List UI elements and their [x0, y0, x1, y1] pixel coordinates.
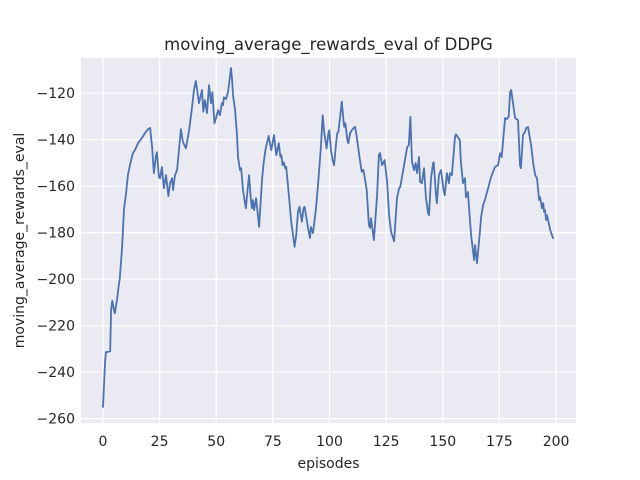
- data-series: [102, 67, 554, 408]
- x-tick-label: 100: [316, 434, 343, 450]
- y-tick-label: −180: [37, 226, 75, 242]
- x-tick-label: 175: [486, 434, 513, 450]
- x-tick-label: 125: [373, 434, 400, 450]
- x-tick-label: 150: [429, 434, 456, 450]
- x-tick-label: 50: [207, 434, 225, 450]
- x-tick-label: 75: [264, 434, 282, 450]
- y-axis-label: moving_average_rewards_eval: [12, 133, 28, 349]
- x-axis-label: episodes: [297, 456, 359, 472]
- y-tick-label: −260: [37, 412, 75, 428]
- y-tick-label: −160: [37, 179, 75, 195]
- y-tick-label: −220: [37, 319, 75, 335]
- y-axis-tick-labels: −260 −240 −220 −200 −180 −160 −140 −120: [37, 86, 75, 428]
- gridlines: [81, 58, 576, 423]
- y-tick-label: −140: [37, 133, 75, 149]
- plot-area: [81, 58, 576, 423]
- y-tick-label: −200: [37, 272, 75, 288]
- y-tick-label: −240: [37, 365, 75, 381]
- y-tick-label: −120: [37, 86, 75, 102]
- data-line: [102, 67, 554, 408]
- x-tick-label: 200: [543, 434, 570, 450]
- x-tick-label: 25: [151, 434, 169, 450]
- x-tick-label: 0: [99, 434, 108, 450]
- x-axis-tick-labels: 0 25 50 75 100 125 150 175 200: [99, 434, 570, 450]
- chart-title: moving_average_rewards_eval of DDPG: [164, 35, 493, 55]
